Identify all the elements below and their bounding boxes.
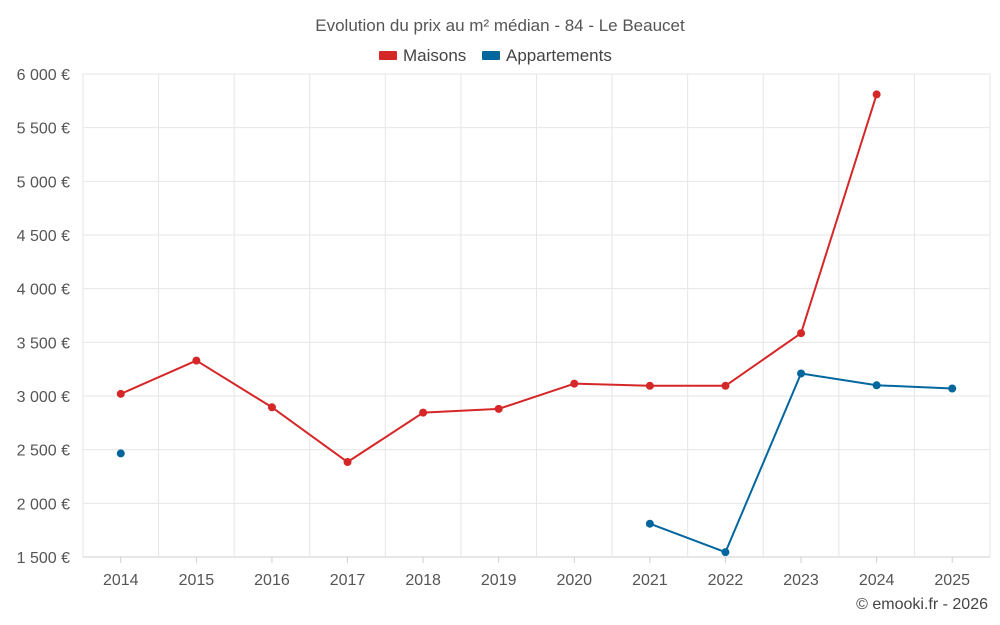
y-tick-label: 4 000 € xyxy=(17,282,70,299)
x-tick-label: 2021 xyxy=(632,572,668,589)
y-tick-label: 5 500 € xyxy=(17,121,70,138)
legend-label-appartements: Appartements xyxy=(506,46,612,65)
data-point-maisons-2018[interactable] xyxy=(419,408,428,417)
data-point-maisons-2015[interactable] xyxy=(192,356,201,365)
data-point-maisons-2016[interactable] xyxy=(267,403,276,412)
data-point-appartements-2014[interactable] xyxy=(116,449,125,458)
legend-swatch-appartements xyxy=(482,51,500,60)
x-tick-label: 2020 xyxy=(556,572,592,589)
data-point-maisons-2019[interactable] xyxy=(494,404,503,413)
y-tick-label: 5 000 € xyxy=(17,174,70,191)
data-point-maisons-2024[interactable] xyxy=(872,90,881,99)
series-layer xyxy=(116,90,957,557)
data-point-appartements-2022[interactable] xyxy=(721,548,730,557)
y-tick-label: 2 500 € xyxy=(17,443,70,460)
legend: Maisons Appartements xyxy=(379,46,612,65)
data-point-maisons-2021[interactable] xyxy=(645,381,654,390)
x-tick-label: 2019 xyxy=(481,572,517,589)
y-tick-label: 2 000 € xyxy=(17,496,70,513)
data-point-appartements-2023[interactable] xyxy=(797,369,806,378)
x-tick-label: 2022 xyxy=(708,572,744,589)
data-point-appartements-2025[interactable] xyxy=(948,384,957,393)
x-tick-label: 2015 xyxy=(179,572,215,589)
data-point-appartements-2024[interactable] xyxy=(872,381,881,390)
x-tick-label: 2025 xyxy=(934,572,970,589)
legend-swatch-maisons xyxy=(379,51,397,60)
series-line-appartements xyxy=(649,372,953,554)
data-point-appartements-2021[interactable] xyxy=(645,519,654,528)
x-tick-label: 2024 xyxy=(859,572,895,589)
data-point-maisons-2023[interactable] xyxy=(797,329,806,338)
y-tick-label: 3 000 € xyxy=(17,389,70,406)
credit-text: © emooki.fr - 2026 xyxy=(856,596,988,613)
chart-title: Evolution du prix au m² médian - 84 - Le… xyxy=(315,16,685,35)
y-tick-label: 3 500 € xyxy=(17,335,70,352)
legend-item-appartements[interactable]: Appartements xyxy=(482,46,612,65)
series-maisons xyxy=(116,90,881,467)
y-tick-label: 4 500 € xyxy=(17,228,70,245)
axis-layer: 1 500 € 2 000 € 2 500 € 3 000 € 3 500 € 4 000… xyxy=(17,67,970,589)
x-tick-label: 2016 xyxy=(254,572,290,589)
data-point-maisons-2020[interactable] xyxy=(570,379,579,388)
y-tick-label: 6 000 € xyxy=(17,67,70,84)
x-tick-label: 2018 xyxy=(405,572,441,589)
legend-item-maisons[interactable]: Maisons xyxy=(379,46,466,65)
legend-label-maisons: Maisons xyxy=(403,46,466,65)
grid-layer xyxy=(82,73,991,558)
y-tick-label: 1 500 € xyxy=(17,550,70,567)
data-point-maisons-2022[interactable] xyxy=(721,381,730,390)
x-tick-label: 2014 xyxy=(103,572,139,589)
x-tick-label: 2017 xyxy=(330,572,366,589)
series-appartements xyxy=(116,369,957,557)
x-tick-label: 2023 xyxy=(783,572,819,589)
data-point-maisons-2017[interactable] xyxy=(343,458,352,467)
data-point-maisons-2014[interactable] xyxy=(116,389,125,398)
